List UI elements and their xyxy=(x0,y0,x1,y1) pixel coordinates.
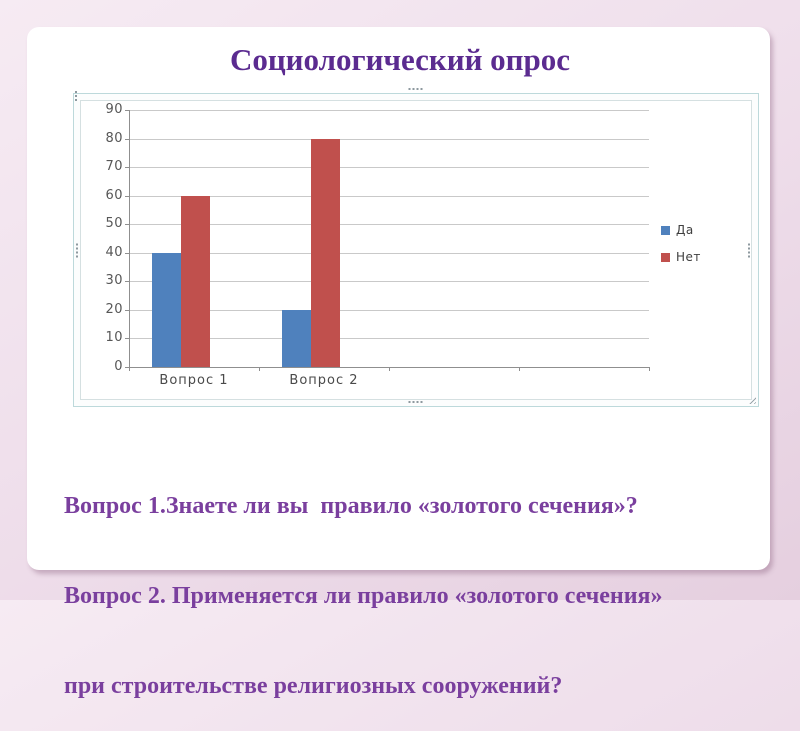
embedded-bar-chart[interactable]: 0 10 20 30 40 50 60 70 80 90 Вопрос 1 Вопрос 2 Да Нет xyxy=(73,88,759,407)
y-axis-tick xyxy=(125,252,129,254)
selection-handle-top-icon[interactable] xyxy=(408,88,424,90)
slide-title[interactable]: Социологический опрос xyxy=(229,42,571,77)
category-label: Вопрос 2 xyxy=(289,373,359,388)
selection-handle-left-icon[interactable] xyxy=(76,242,78,258)
y-axis-tick xyxy=(125,281,129,283)
body-line: Вопрос 1.Знаете ли вы правило «золотого … xyxy=(64,493,638,519)
selection-handle-topleft-icon[interactable] xyxy=(75,89,77,101)
x-axis-tick xyxy=(259,367,260,371)
y-axis-tick xyxy=(125,309,129,311)
y-axis-tick-label: 0 xyxy=(114,359,123,374)
y-axis-tick-label: 70 xyxy=(105,159,123,175)
y-axis-line xyxy=(129,110,130,367)
y-axis-tick-label: 10 xyxy=(105,330,123,346)
category-label: Вопрос 1 xyxy=(159,373,229,388)
y-axis-tick xyxy=(125,338,129,340)
bar-Да-Вопрос 2[interactable] xyxy=(282,309,311,367)
gridline xyxy=(129,195,649,197)
legend-swatch-icon xyxy=(661,253,670,262)
y-axis-tick-label: 80 xyxy=(105,130,123,146)
x-axis-tick xyxy=(649,367,650,371)
y-axis-tick xyxy=(125,195,129,197)
legend-label: Нет xyxy=(676,250,701,264)
gridline xyxy=(129,110,649,111)
y-axis-tick-label: 20 xyxy=(105,301,123,317)
y-axis-tick xyxy=(125,224,129,226)
body-line: Вопрос 2. Применяется ли правило «золото… xyxy=(64,583,663,609)
y-axis-tick xyxy=(125,167,129,169)
y-axis-tick-label: 40 xyxy=(105,244,123,260)
y-axis-tick-label: 60 xyxy=(105,187,123,203)
y-axis-tick-label: 30 xyxy=(105,273,123,289)
y-axis-tick xyxy=(125,110,129,111)
x-axis-tick xyxy=(519,367,520,371)
bar-Да-Вопрос 1[interactable] xyxy=(152,252,181,367)
slide-body-text[interactable]: Вопрос 1.Знаете ли вы правило «золотого … xyxy=(64,431,764,731)
gridline xyxy=(129,309,649,311)
legend-item-Нет[interactable]: Нет xyxy=(661,250,701,264)
bar-Нет-Вопрос 2[interactable] xyxy=(311,138,340,367)
gridline xyxy=(129,224,649,226)
x-axis-tick xyxy=(129,367,130,371)
y-axis-tick-label: 50 xyxy=(105,216,123,232)
bar-Нет-Вопрос 1[interactable] xyxy=(181,195,210,367)
y-axis-tick xyxy=(125,138,129,140)
gridline xyxy=(129,167,649,169)
gridline xyxy=(129,338,649,340)
body-line: при строительстве религиозных сооружений… xyxy=(64,673,563,699)
gridline xyxy=(129,281,649,283)
legend-swatch-icon xyxy=(661,226,670,235)
gridline xyxy=(129,252,649,254)
resize-grip-icon[interactable] xyxy=(747,395,756,404)
y-axis-tick-label: 90 xyxy=(105,102,123,117)
legend-label: Да xyxy=(676,223,694,237)
y-axis-tick xyxy=(125,367,129,368)
legend-item-Да[interactable]: Да xyxy=(661,223,694,237)
selection-handle-bottom-icon[interactable] xyxy=(408,401,424,403)
x-axis-tick xyxy=(389,367,390,371)
selection-handle-right-icon[interactable] xyxy=(748,242,750,258)
gridline xyxy=(129,138,649,140)
